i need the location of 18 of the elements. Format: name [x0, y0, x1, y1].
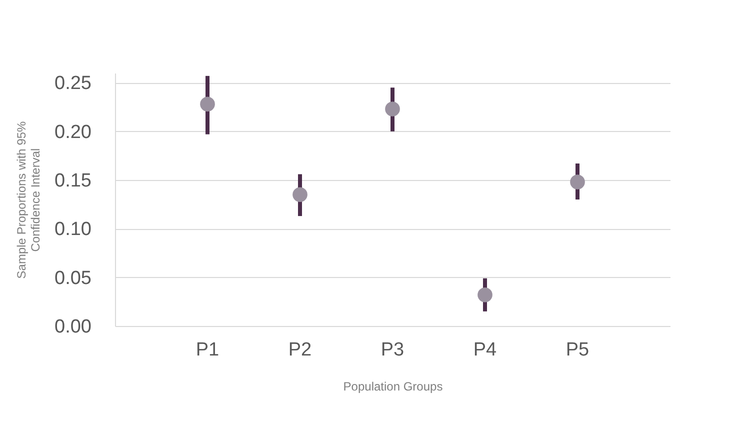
x-tick-label: P5 [566, 340, 590, 360]
y-tick-label: 0.20 [54, 122, 92, 143]
x-tick-label: P4 [473, 340, 498, 360]
y-tick-label: 0.05 [54, 268, 92, 289]
point [200, 96, 215, 112]
y-tick-label: 0.25 [54, 73, 92, 94]
x-tick-label: P2 [288, 340, 312, 360]
x-axis-title: Population Groups [343, 380, 443, 394]
y-tick-label: 0.10 [54, 219, 92, 240]
point [570, 174, 585, 190]
point [478, 287, 492, 302]
point [292, 187, 308, 202]
y-tick-label: 0.00 [54, 316, 92, 338]
y-tick-label: 0.15 [54, 170, 92, 192]
y-axis-title: Sample Proportions with 95% Confidence Interval [14, 120, 43, 279]
x-tick-label: P1 [196, 340, 220, 360]
x-tick-label: P3 [380, 340, 404, 360]
point [385, 102, 400, 116]
